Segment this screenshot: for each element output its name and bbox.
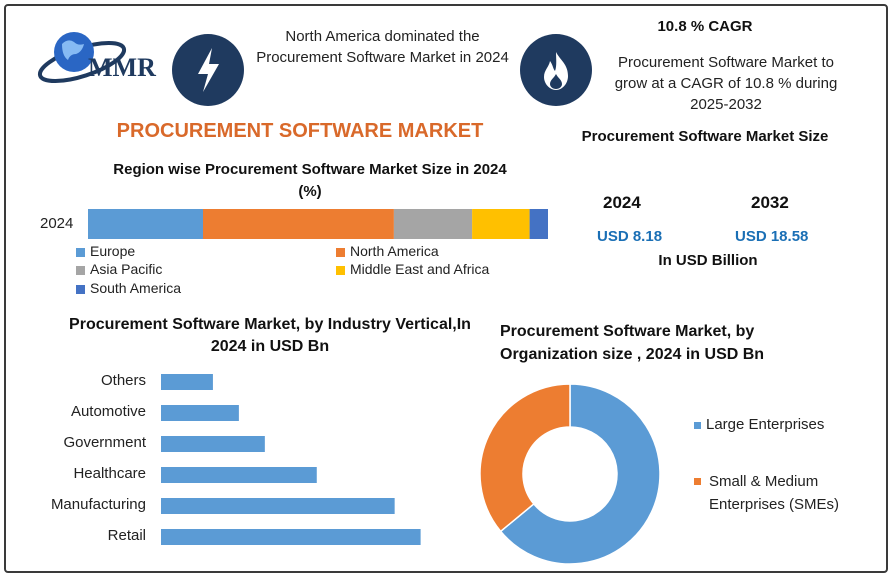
globe-logo-icon: MMR bbox=[37, 32, 156, 84]
logo: MMR bbox=[30, 24, 170, 94]
region-legend-item: South America bbox=[76, 280, 181, 296]
region-category-label: 2024 bbox=[40, 215, 74, 232]
industry-tick-label: Healthcare bbox=[73, 465, 146, 482]
region-legend-item: Europe bbox=[76, 243, 135, 259]
industry-bar bbox=[161, 436, 265, 452]
value-2032: USD 18.58 bbox=[735, 228, 809, 245]
industry-tick-label: Manufacturing bbox=[50, 496, 146, 513]
cagr-title: 10.8 % CAGR bbox=[657, 18, 753, 35]
year-2032: 2032 bbox=[751, 193, 789, 212]
industry-tick-label: Retail bbox=[107, 527, 146, 544]
region-legend-label: Middle East and Africa bbox=[350, 261, 490, 277]
industry-chart-title: Procurement Software Market, by Industry… bbox=[69, 316, 471, 355]
market-size-title: Procurement Software Market Size bbox=[581, 128, 829, 145]
region-stacked-bar bbox=[88, 209, 548, 239]
industry-bar bbox=[161, 405, 239, 421]
region-bar-segment bbox=[529, 209, 548, 239]
industry-bar bbox=[161, 498, 395, 514]
org-legend-label: Small & Medium Enterprises (SMEs) bbox=[709, 473, 840, 513]
org-legend-large: Large Enterprises bbox=[694, 416, 824, 433]
infographic-frame bbox=[4, 4, 888, 573]
main-title: PROCUREMENT SOFTWARE MARKET bbox=[116, 120, 484, 142]
industry-bar-chart bbox=[161, 374, 421, 545]
region-legend-item: Asia Pacific bbox=[76, 261, 162, 277]
flame-icon bbox=[520, 34, 592, 106]
lightning-bolt-icon bbox=[172, 34, 244, 106]
region-legend-item: Middle East and Africa bbox=[336, 261, 489, 277]
industry-tick-label: Government bbox=[63, 434, 146, 451]
region-bar-segment bbox=[88, 209, 203, 239]
org-donut-chart bbox=[479, 383, 661, 565]
org-legend-label: Large Enterprises bbox=[706, 416, 825, 433]
value-2024: USD 8.18 bbox=[597, 228, 663, 245]
unit-label: In USD Billion bbox=[658, 252, 758, 269]
region-bar-segment bbox=[472, 209, 530, 239]
region-bar-segment bbox=[203, 209, 394, 239]
region-legend-label: South America bbox=[90, 280, 182, 296]
org-donut-slice bbox=[499, 383, 661, 565]
org-donut-slice bbox=[479, 383, 571, 533]
year-2024: 2024 bbox=[603, 193, 641, 212]
industry-bar bbox=[161, 467, 317, 483]
org-chart-title: Procurement Software Market, by Organiza… bbox=[500, 323, 765, 363]
region-bar-segment bbox=[393, 209, 473, 239]
region-chart-title: Region wise Procurement Software Market … bbox=[113, 161, 507, 200]
region-legend-label: Asia Pacific bbox=[90, 261, 163, 277]
org-legend-sme: Small & Medium Enterprises (SMEs) bbox=[694, 470, 854, 516]
logo-text: MMR bbox=[88, 53, 156, 82]
industry-bar bbox=[161, 529, 421, 545]
region-legend-item: North America bbox=[336, 243, 439, 259]
dominance-text: North America dominated the Procurement … bbox=[256, 28, 509, 66]
region-legend-label: North America bbox=[350, 243, 439, 259]
industry-tick-label: Others bbox=[100, 372, 146, 389]
industry-tick-label: Automotive bbox=[70, 403, 146, 420]
industry-bar bbox=[161, 374, 213, 390]
cagr-text: Procurement Software Market to grow at a… bbox=[614, 54, 838, 113]
region-legend-label: Europe bbox=[90, 243, 136, 259]
